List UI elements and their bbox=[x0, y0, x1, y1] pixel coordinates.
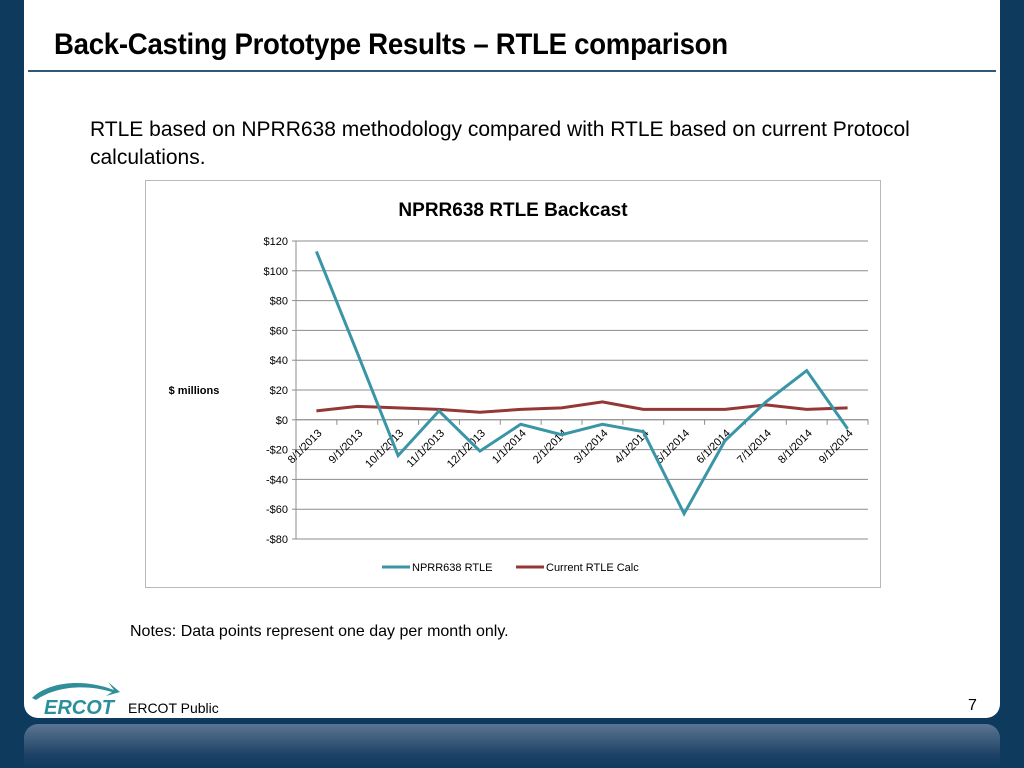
y-axis-label: $ millions bbox=[169, 385, 220, 397]
y-tick-label: $120 bbox=[264, 236, 288, 248]
y-tick-label: $20 bbox=[270, 385, 288, 397]
logo-swoosh-icon bbox=[32, 682, 120, 700]
y-tick-label: $100 bbox=[264, 266, 288, 278]
series-line-0 bbox=[315, 250, 849, 517]
chart-title: NPRR638 RTLE Backcast bbox=[398, 200, 628, 221]
x-tick-label: 5/1/2014 bbox=[653, 427, 692, 466]
x-tick-label: 8/1/2013 bbox=[286, 427, 325, 466]
y-tick-label: $0 bbox=[276, 415, 288, 427]
legend: NPRR638 RTLE Current RTLE Calc bbox=[382, 562, 639, 574]
y-tick-labels: $120 $100 $80 $60 $40 $20 $0 -$20 -$40 -$60 -$80 bbox=[264, 236, 288, 546]
x-tick-label: 9/1/2013 bbox=[327, 427, 366, 466]
footer-band bbox=[24, 724, 1000, 768]
series-lines bbox=[315, 250, 849, 517]
svg-text:ERCOT: ERCOT bbox=[44, 697, 116, 718]
slide-title: Back-Casting Prototype Results – RTLE co… bbox=[54, 28, 728, 61]
series-line-1 bbox=[316, 400, 848, 414]
legend-label: Current RTLE Calc bbox=[546, 562, 639, 574]
x-tick-label: 10/1/2013 bbox=[363, 427, 406, 470]
slide-subtitle: RTLE based on NPRR638 methodology compar… bbox=[90, 118, 910, 169]
y-tick-label: -$20 bbox=[266, 445, 288, 457]
x-axis: 8/1/2013 9/1/201310/1/201311/1/201312/1/2… bbox=[286, 419, 869, 471]
x-tick-label: 11/1/2013 bbox=[405, 427, 448, 470]
y-tick-label: $40 bbox=[270, 355, 288, 367]
chart-frame: NPRR638 RTLE Backcast $ millions $120 $10… bbox=[145, 180, 881, 588]
x-tick-label: 3/1/2014 bbox=[572, 427, 611, 466]
y-tick-label: -$40 bbox=[266, 474, 288, 486]
x-tick-label: 8/1/2014 bbox=[776, 427, 815, 466]
legend-label: NPRR638 RTLE bbox=[412, 562, 493, 574]
y-tick-label: -$60 bbox=[266, 504, 288, 516]
x-tick-label: 7/1/2014 bbox=[735, 427, 774, 466]
line-chart: NPRR638 RTLE Backcast $ millions $120 $10… bbox=[169, 200, 869, 574]
ercot-logo: ERCOT bbox=[32, 682, 120, 718]
slide: Back-Casting Prototype Results – RTLE co… bbox=[24, 0, 1000, 718]
page-number: 7 bbox=[968, 697, 977, 714]
notes-text: Notes: Data points represent one day per… bbox=[130, 623, 509, 640]
title-divider bbox=[28, 70, 996, 72]
x-tick-label: 9/1/2014 bbox=[817, 427, 856, 466]
footer-classification: ERCOT Public bbox=[128, 700, 219, 716]
y-tick-label: $60 bbox=[270, 325, 288, 337]
y-tick-label: -$80 bbox=[266, 534, 288, 546]
y-tick-label: $80 bbox=[270, 296, 288, 308]
